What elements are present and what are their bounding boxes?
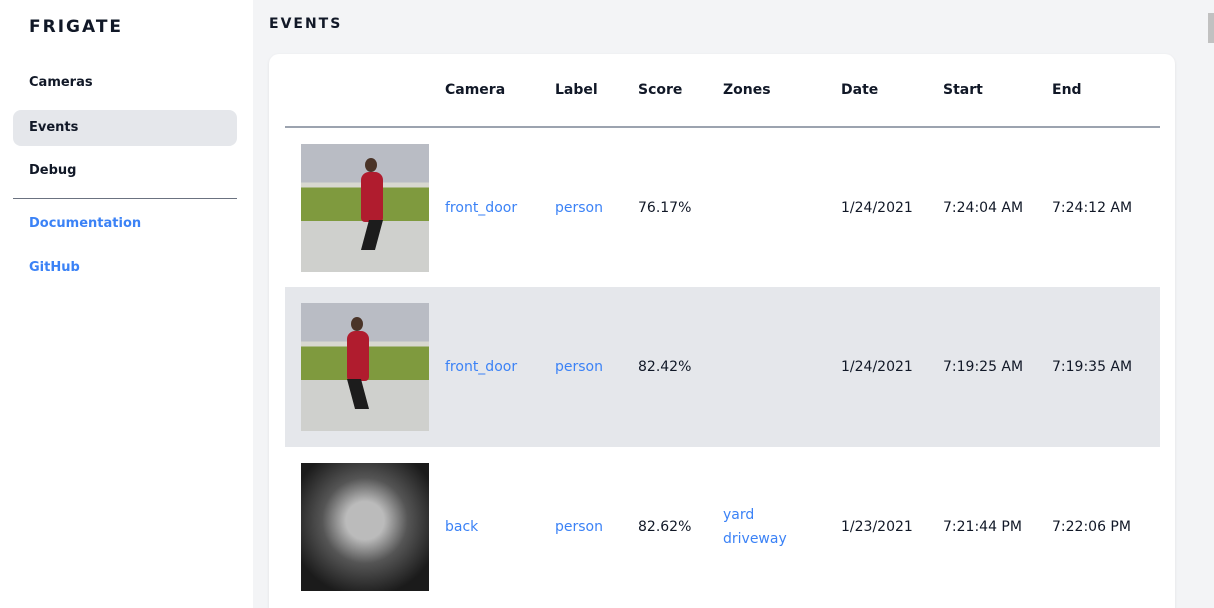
sidebar-link-github[interactable]: GitHub: [29, 260, 80, 275]
header-end: End: [1052, 54, 1160, 128]
event-thumbnail[interactable]: [301, 463, 429, 591]
table-header-row: Camera Label Score Zones Date Start End: [285, 54, 1160, 128]
camera-link[interactable]: front_door: [445, 199, 518, 216]
sidebar-item-events[interactable]: Events: [13, 110, 237, 146]
header-start: Start: [943, 54, 1052, 128]
zones: [723, 127, 841, 287]
page-title: EVENTS: [269, 16, 343, 32]
camera-link[interactable]: back: [445, 519, 479, 535]
header-thumbnail: [285, 54, 445, 128]
start-time: 7:19:25 AM: [943, 287, 1052, 447]
end-time: 7:19:35 AM: [1052, 287, 1160, 447]
events-card: Camera Label Score Zones Date Start End …: [269, 54, 1175, 608]
header-score: Score: [638, 54, 723, 128]
start-time: 7:21:44 PM: [943, 519, 1022, 535]
zone-link[interactable]: driveway: [723, 531, 787, 547]
header-zones: Zones: [723, 54, 841, 128]
event-thumbnail[interactable]: [301, 143, 429, 272]
scrollbar-track[interactable]: [1207, 0, 1214, 608]
score: 82.62%: [638, 519, 692, 535]
sidebar-item-cameras[interactable]: Cameras: [29, 75, 93, 90]
label-link[interactable]: person: [555, 199, 603, 216]
start-time: 7:24:04 AM: [943, 199, 1024, 216]
scrollbar-thumb[interactable]: [1208, 13, 1214, 43]
app-logo[interactable]: FRIGATE: [29, 17, 124, 37]
sidebar-item-debug[interactable]: Debug: [29, 163, 77, 178]
date: 1/24/2021: [841, 287, 943, 447]
zone-link[interactable]: yard: [723, 507, 755, 523]
events-table: Camera Label Score Zones Date Start End …: [285, 54, 1160, 607]
date: 1/23/2021: [841, 519, 913, 535]
event-thumbnail[interactable]: [301, 303, 429, 431]
header-label: Label: [555, 54, 638, 128]
end-time: 7:24:12 AM: [1052, 199, 1133, 216]
header-camera: Camera: [445, 54, 555, 128]
table-row[interactable]: front_door person 76.17% 1/24/2021 7:24:…: [285, 127, 1160, 287]
label-link[interactable]: person: [555, 519, 603, 535]
sidebar-link-documentation[interactable]: Documentation: [29, 216, 142, 231]
table-row[interactable]: front_door person 82.42% 1/24/2021 7:19:…: [285, 287, 1160, 447]
end-time: 7:22:06 PM: [1052, 519, 1131, 535]
score: 82.42%: [638, 287, 723, 447]
score: 76.17%: [638, 199, 692, 216]
sidebar-divider: [13, 198, 237, 199]
header-date: Date: [841, 54, 943, 128]
date: 1/24/2021: [841, 199, 913, 216]
zones: yard driveway: [723, 447, 841, 607]
table-row[interactable]: back person 82.62% yard driveway 1/23/202…: [285, 447, 1160, 607]
camera-link[interactable]: front_door: [445, 359, 518, 375]
zones: [723, 287, 841, 447]
sidebar: FRIGATE Cameras Events Debug Documentati…: [0, 0, 253, 608]
label-link[interactable]: person: [555, 359, 603, 375]
